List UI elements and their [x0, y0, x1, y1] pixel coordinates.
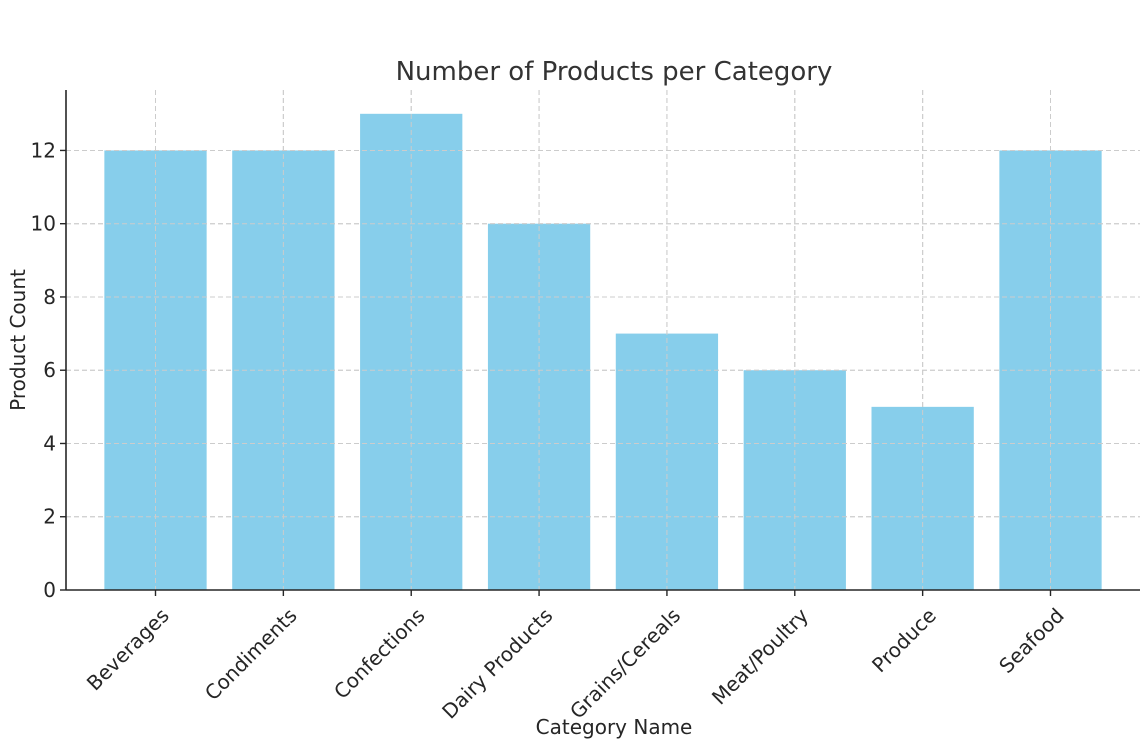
chart-title: Number of Products per Category	[396, 57, 833, 87]
x-tick-label: Dairy Products	[437, 603, 557, 723]
x-tick-labels: Beverages Condiments Confections Dairy Prod…	[82, 603, 1069, 723]
x-tick-label: Condiments	[200, 603, 302, 705]
x-tick-label: Seafood	[994, 603, 1069, 678]
bars-layer	[104, 113, 1102, 591]
grid-overlay	[66, 90, 1140, 590]
x-tick-label: Produce	[867, 603, 941, 677]
x-tick-label: Meat/Poultry	[707, 603, 813, 709]
x-axis-label: Category Name	[536, 715, 693, 739]
x-tick-label: Beverages	[82, 603, 174, 695]
y-tick-label: 4	[43, 431, 56, 455]
y-tick-label: 0	[43, 578, 56, 602]
axes-layer	[60, 90, 1140, 596]
y-tick-label: 8	[43, 285, 56, 309]
y-tick-label: 6	[43, 358, 56, 382]
y-tick-labels: 0 2 4 6 8 10 12	[31, 138, 56, 602]
x-tick-label: Grains/Cereals	[565, 603, 685, 723]
y-tick-label: 12	[31, 138, 56, 162]
grid-layer	[66, 90, 1140, 590]
y-axis-label: Product Count	[6, 269, 30, 411]
y-tick-label: 2	[43, 505, 56, 529]
y-tick-label: 10	[31, 212, 56, 236]
x-tick-label: Confections	[329, 603, 429, 703]
